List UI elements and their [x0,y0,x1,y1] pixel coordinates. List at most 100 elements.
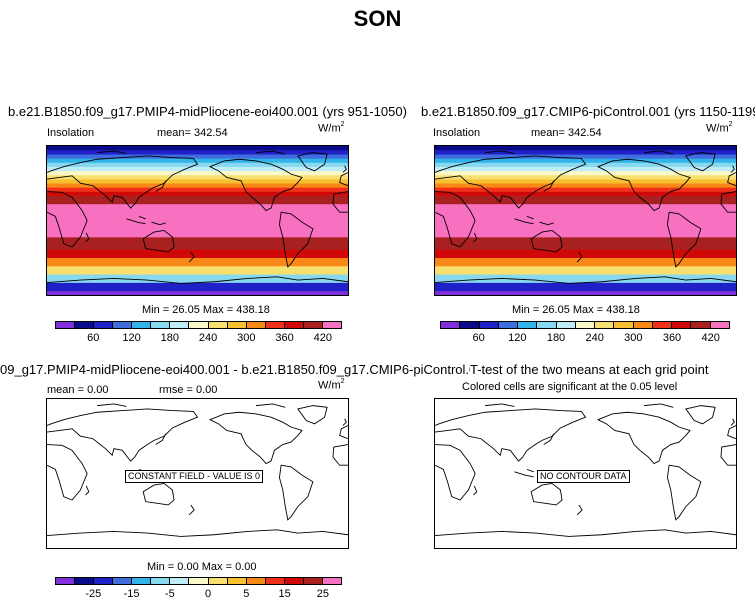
panel1-variable-label: Insolation [47,127,95,139]
coastline [210,159,302,210]
lat-band [435,166,736,172]
lat-band [435,179,736,184]
coastline [85,486,88,495]
coastline [298,406,327,424]
coastline [527,216,534,218]
colorbar-swatch [132,322,152,328]
coastline [577,505,582,515]
lat-band [435,170,736,176]
coastline [577,252,582,262]
colorbar-swatch [691,322,711,328]
coastline [143,230,174,252]
coastline [126,219,145,224]
colorbar-swatch [227,578,247,584]
lat-band [435,174,736,180]
panel1-units: W/m2 [318,121,345,135]
lat-band [47,146,348,151]
coastline [143,483,174,505]
coastline [256,404,285,407]
colorbar-swatch [614,322,634,328]
coastline [47,409,198,461]
colorbar-tick-label: 5 [243,588,250,600]
panel3-rmse-label: rmse = [159,384,193,396]
coastline [667,212,700,267]
panel3-map: CONSTANT FIELD - VALUE IS 0 [46,398,349,549]
panel2-map [434,145,737,296]
lat-band [435,150,736,155]
panel2-min-value: 26.05 [542,304,570,316]
lat-band [47,195,348,205]
coastline [544,181,554,192]
panel1-min-value: 26.05 [172,304,200,316]
coastline [514,472,533,477]
coastline [435,156,586,208]
colorbar-swatch [303,578,323,584]
lat-band [47,150,348,155]
coastline [343,166,346,173]
coastline [279,465,312,520]
colorbar-swatch [460,322,480,328]
panel3-units-text: W/m [318,379,341,392]
figure-title: SON [353,6,402,31]
panel2-units: W/m2 [706,121,733,135]
colorbar-swatch [94,578,114,584]
lat-band [47,237,348,250]
colorbar-swatch [322,322,341,328]
panel3-min-value: 0.00 [177,561,199,573]
colorbar-tick-label: 180 [546,332,566,344]
lat-band [435,183,736,188]
lat-band [47,166,348,172]
lat-band [47,191,348,196]
coastline [97,151,126,153]
panel3-rmse: rmse = 0.00 [159,384,217,396]
coastline [731,419,734,426]
panel3-units-sup: 2 [340,378,345,385]
coastline [152,222,166,224]
colorbar-tick-label: 240 [585,332,604,344]
panel2-mean: mean= 342.54 [531,127,602,139]
coastline [435,192,475,247]
panel2-max-value: 438.18 [606,304,640,316]
colorbar-tick-label: 60 [472,332,485,344]
colorbar-swatch [633,322,653,328]
lat-band [435,154,736,159]
coastline [527,469,534,471]
lat-band [435,146,736,151]
coastline [531,230,562,252]
panel2-max-label: Max = [572,304,604,316]
panel1-min-label: Min = [142,304,170,316]
panel1-units-text: W/m [318,122,341,135]
coastline [47,530,348,537]
coastline [644,404,673,407]
colorbar-tick-label: 360 [662,332,682,344]
panel2-coastlines [435,146,736,295]
colorbar-tick-label: 300 [624,332,643,344]
coastline [435,530,736,537]
coastline [514,219,533,224]
panel4-map: NO CONTOUR DATA [434,398,737,549]
colorbar-tick-label: 420 [701,332,720,344]
lat-band [435,187,736,192]
panel3-colorbar [55,577,342,585]
colorbar-swatch [208,322,228,328]
colorbar-swatch [227,322,247,328]
colorbar-swatch [498,322,519,328]
coastline [333,192,348,213]
panel3-units: W/m2 [318,378,345,392]
lat-band [47,170,348,176]
colorbar-swatch [265,578,285,584]
lat-band [435,191,736,196]
panel1-map [46,145,349,296]
lat-band [47,282,348,292]
panel1-mean-value: 342.54 [194,127,228,139]
panel2-min-label: Min = [512,304,540,316]
lat-band [435,290,736,295]
panel2-colorbar-ticks: 60 120 180 240 300 360 420 [440,332,730,344]
panel3-mean-label: mean = [47,384,84,396]
coastline [139,216,146,218]
panel1-max-value: 438.18 [236,304,270,316]
panel3-constant-field-label: CONSTANT FIELD - VALUE IS 0 [125,470,264,483]
coastline [343,419,346,426]
coastline [85,233,88,242]
coastline [279,212,312,267]
